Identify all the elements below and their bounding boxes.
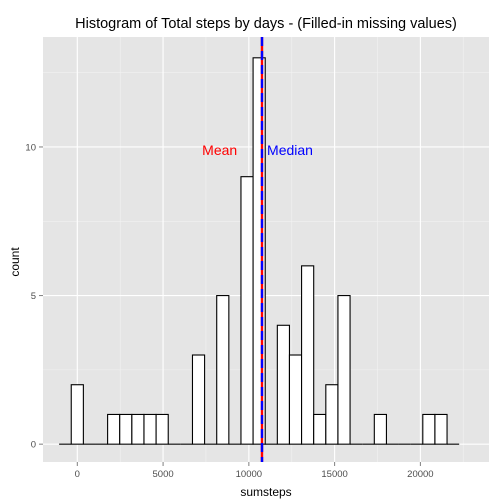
y-tick-label: 10	[25, 142, 36, 153]
histogram-bar	[131, 413, 145, 445]
histogram-bar	[276, 324, 291, 445]
histogram-bar	[70, 384, 84, 445]
annotations: Mean Median	[202, 142, 313, 158]
histogram-bar	[143, 413, 157, 445]
plot-panel	[43, 37, 489, 462]
histogram-bar	[313, 413, 327, 445]
x-tick-label: 20000	[407, 469, 433, 480]
x-axis: 0 5000 10000 15000 20000	[75, 462, 434, 480]
histogram-bar	[155, 413, 169, 445]
histogram-bars	[59, 57, 460, 445]
x-tick-label: 10000	[236, 469, 262, 480]
histogram-bar	[191, 354, 206, 445]
x-tick-label: 0	[75, 469, 80, 480]
y-axis-title: count	[8, 247, 22, 277]
x-tick-label: 5000	[153, 469, 174, 480]
y-axis: 0 5 10	[25, 142, 43, 451]
histogram-bar	[119, 413, 133, 445]
histogram-bar	[240, 176, 254, 445]
histogram-bar	[107, 413, 121, 445]
histogram-bar	[337, 295, 351, 445]
chart-title: Histogram of Total steps by days - (Fill…	[75, 16, 457, 32]
histogram-bar	[373, 413, 387, 445]
histogram-bar	[301, 265, 315, 445]
x-axis-title: sumsteps	[240, 485, 291, 499]
histogram-bar	[216, 295, 230, 445]
histogram-bar	[325, 384, 339, 445]
x-tick-label: 15000	[321, 469, 347, 480]
histogram-bar	[434, 413, 448, 445]
histogram-bar	[288, 354, 303, 445]
mean-label: Mean	[202, 142, 237, 158]
y-tick-label: 0	[31, 440, 36, 451]
median-label: Median	[267, 142, 313, 158]
histogram-bar	[252, 57, 266, 445]
histogram-bar	[422, 413, 436, 445]
y-tick-label: 5	[31, 291, 36, 302]
